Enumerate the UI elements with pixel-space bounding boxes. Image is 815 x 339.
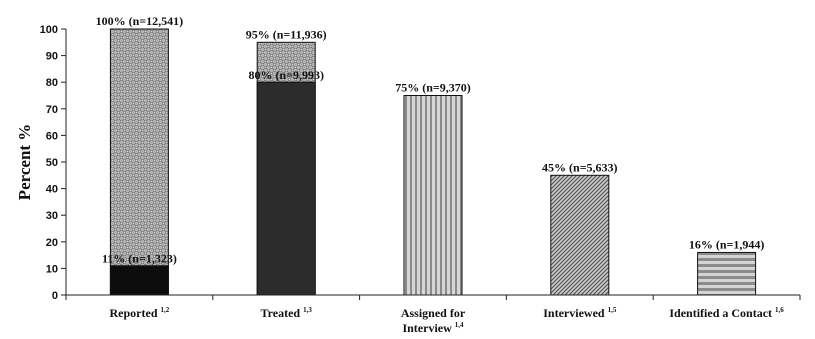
inner-bar-data-label: 11% (n=1,323) [102,252,177,266]
y-tick-label: 100 [40,24,58,36]
y-tick-label: 30 [46,210,58,222]
y-tick-label: 90 [46,51,58,63]
inner-bar [109,265,169,296]
inner-bar-data-label: 80% (n=9,993) [248,68,324,82]
y-tick-label: 70 [46,104,58,116]
data-labels-group: 100% (n=12,541) 11% (n=1,323) 95% (n=11,93… [96,14,765,266]
y-axis: 0 10 20 30 40 50 60 70 80 90 100 [40,24,67,302]
bar [403,95,463,296]
inner-bar [256,81,316,296]
x-category-label: Assigned for [401,306,466,320]
bar-data-label: 100% (n=12,541) [96,14,184,28]
x-category-label-line2: Interview 1,4 [402,321,464,335]
y-tick-label: 10 [46,263,58,275]
y-tick-label: 20 [46,237,58,249]
bar [109,28,169,296]
x-category-label: Treated 1,3 [261,306,313,320]
bar-data-label: 16% (n=1,944) [689,237,765,251]
y-axis-title: Percent % [15,124,34,201]
x-axis: Reported 1,2 Treated 1,3 Assigned forInter… [65,294,801,335]
bar-data-label: 75% (n=9,370) [395,81,471,95]
x-category-label: Identified a Contact 1,6 [669,306,784,320]
y-tick-label: 40 [46,184,58,196]
x-category-label: Interviewed 1,5 [543,306,617,320]
bar [697,251,757,296]
y-tick-label: 80 [46,77,58,89]
y-tick-label: 0 [52,290,58,302]
x-category-label: Reported 1,2 [110,306,170,320]
bars-group [109,28,757,296]
bar-data-label: 95% (n=11,936) [246,27,327,41]
bar-data-label: 45% (n=5,633) [542,160,618,174]
bar [550,174,610,296]
y-tick-label: 60 [46,130,58,142]
y-tick-label: 50 [46,157,58,169]
